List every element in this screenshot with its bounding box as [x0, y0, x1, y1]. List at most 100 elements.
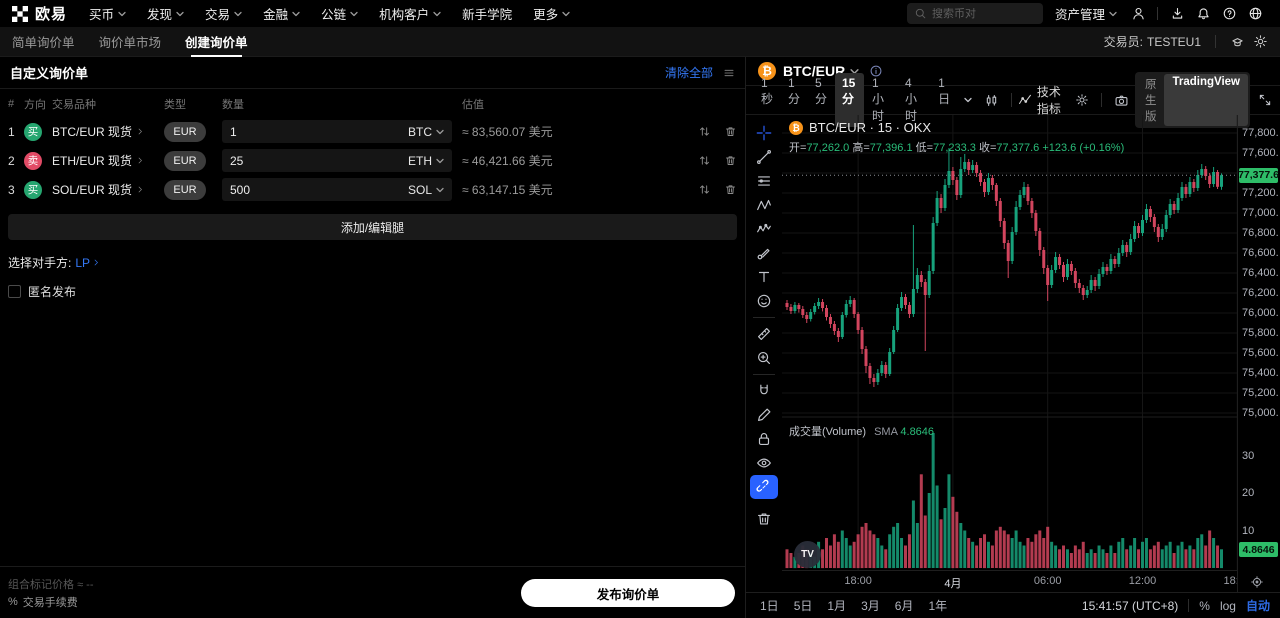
okx-logo[interactable]: 欧易: [12, 3, 67, 24]
counterparty-selector[interactable]: LP: [75, 256, 101, 270]
emoji-tool-icon[interactable]: [750, 289, 778, 313]
fib-lines-tool-icon[interactable]: [750, 169, 778, 193]
pair-selector[interactable]: BTC/EUR 现货: [52, 123, 164, 140]
range-3[interactable]: 3月: [861, 599, 880, 613]
unit-dropdown[interactable]: SOL: [408, 183, 444, 197]
type-pill[interactable]: EUR: [164, 121, 206, 142]
range-1[interactable]: 5日: [793, 599, 813, 613]
notification-bell-icon[interactable]: [1190, 6, 1216, 21]
nav-item-4[interactable]: 公链: [321, 4, 358, 23]
profile-icon[interactable]: [1125, 6, 1151, 21]
chevron-down-icon[interactable]: [850, 67, 859, 76]
amount-input-box[interactable]: BTC: [222, 120, 452, 143]
sync-link-tool-icon[interactable]: [750, 475, 778, 499]
info-icon[interactable]: [869, 64, 883, 78]
scroll-to-latest-icon[interactable]: [1250, 575, 1264, 589]
range-2[interactable]: 1月: [827, 599, 847, 613]
timeframe-0[interactable]: 1秒: [761, 76, 774, 106]
amount-input[interactable]: [230, 153, 408, 168]
brush-tool-icon[interactable]: [750, 241, 778, 265]
time-axis[interactable]: 18:00 4月 06:00 12:00 18:00: [782, 570, 1237, 592]
add-edit-legs-button[interactable]: 添加/编辑腿: [8, 214, 737, 240]
clock[interactable]: 15:41:57 (UTC+8): [1081, 598, 1179, 613]
remove-drawings-trash-icon[interactable]: [750, 507, 778, 531]
trendline-tool-icon[interactable]: [750, 145, 778, 169]
amount-input-box[interactable]: SOL: [222, 178, 452, 201]
unit-dropdown[interactable]: ETH: [408, 154, 444, 168]
search-field[interactable]: [931, 7, 1022, 20]
type-pill[interactable]: EUR: [164, 150, 206, 171]
swap-icon[interactable]: [698, 183, 711, 196]
range-4[interactable]: 6月: [894, 599, 914, 613]
candle-style-icon[interactable]: [984, 93, 999, 108]
chart-settings-gear-icon[interactable]: [1075, 93, 1089, 107]
fee-rate-icon[interactable]: [1230, 34, 1245, 49]
swap-icon[interactable]: [698, 125, 711, 138]
tab-2[interactable]: 创建询价单: [185, 27, 248, 57]
anonymous-checkbox[interactable]: [8, 285, 21, 298]
search-input[interactable]: [906, 3, 1043, 24]
chart-plot-area[interactable]: ₿ BTC/EUR · 15 · OKX 开=77,262.0 高=77,396…: [782, 115, 1237, 592]
price-axis[interactable]: 77,800.077,600.077,400.077,200.077,000.0…: [1237, 115, 1279, 592]
swap-icon[interactable]: [698, 154, 711, 167]
symbol-title[interactable]: BTC/EUR: [783, 63, 846, 79]
type-pill[interactable]: EUR: [164, 179, 206, 200]
lock-drawings-tool-icon[interactable]: [750, 427, 778, 451]
trader-name: TESTEU1: [1146, 34, 1201, 49]
range-0[interactable]: 1日: [760, 599, 779, 613]
tradingview-logo[interactable]: TV: [794, 541, 821, 568]
tradingview-tab[interactable]: TradingView: [1164, 74, 1248, 126]
chevron-down-icon[interactable]: [964, 96, 972, 104]
tab-0[interactable]: 简单询价单: [12, 36, 75, 50]
settings-gear-icon[interactable]: [1253, 34, 1268, 49]
amount-input[interactable]: [230, 124, 408, 139]
tab-1[interactable]: 询价单市场: [98, 36, 162, 50]
crosshair-tool-icon[interactable]: [750, 121, 778, 145]
unit-dropdown[interactable]: BTC: [408, 125, 444, 139]
indicators-button[interactable]: 技术指标: [1018, 83, 1069, 117]
timeframe-5[interactable]: 4小时: [905, 76, 918, 123]
log-scale-button[interactable]: log: [1219, 598, 1236, 613]
nav-item-3[interactable]: 金融: [263, 4, 300, 23]
snapshot-camera-icon[interactable]: [1114, 93, 1129, 108]
timeframe-4[interactable]: 1小时: [871, 76, 884, 123]
timeframe-1[interactable]: 1分: [788, 76, 801, 106]
pair-selector[interactable]: ETH/EUR 现货: [52, 152, 164, 169]
zoom-in-tool-icon[interactable]: [750, 346, 778, 370]
publish-quote-button[interactable]: 发布询价单: [521, 579, 735, 607]
nav-item-5[interactable]: 机构客户: [379, 4, 441, 23]
panel-menu-icon[interactable]: [723, 67, 735, 79]
timeframe-3[interactable]: 15分: [835, 73, 864, 127]
clear-all-link[interactable]: 清除全部: [664, 66, 713, 80]
nav-item-6[interactable]: 新手学院: [462, 8, 513, 22]
delete-leg-icon[interactable]: [724, 125, 737, 138]
nav-item-0[interactable]: 买币: [89, 4, 126, 23]
asset-management-menu[interactable]: 资产管理: [1055, 4, 1117, 23]
magnet-tool-icon[interactable]: [750, 379, 778, 403]
delete-leg-icon[interactable]: [724, 183, 737, 196]
ruler-tool-icon[interactable]: [750, 322, 778, 346]
price-axis-label: 75,600.0: [1242, 347, 1279, 359]
timeframe-6[interactable]: 1日: [938, 76, 951, 106]
pair-selector[interactable]: SOL/EUR 现货: [52, 181, 164, 198]
nav-item-2[interactable]: 交易: [205, 4, 242, 23]
text-tool-icon[interactable]: [750, 265, 778, 289]
nav-item-7[interactable]: 更多: [533, 4, 570, 23]
delete-leg-icon[interactable]: [724, 154, 737, 167]
expand-icon[interactable]: [1258, 93, 1272, 107]
edit-drawings-tool-icon[interactable]: [750, 403, 778, 427]
nav-item-1[interactable]: 发现: [147, 4, 184, 23]
language-globe-icon[interactable]: [1242, 6, 1268, 21]
elliott-wave-tool-icon[interactable]: [750, 217, 778, 241]
hide-drawings-eye-icon[interactable]: [750, 451, 778, 475]
auto-scale-button[interactable]: 自动: [1245, 599, 1270, 613]
amount-input-box[interactable]: ETH: [222, 149, 452, 172]
download-icon[interactable]: [1164, 6, 1190, 21]
range-5[interactable]: 1年: [928, 599, 948, 613]
help-icon[interactable]: [1216, 6, 1242, 21]
timeframe-2[interactable]: 5分: [815, 76, 828, 106]
native-version-tab[interactable]: 原生版: [1144, 79, 1157, 123]
xabcd-pattern-tool-icon[interactable]: [750, 193, 778, 217]
percent-scale-button[interactable]: %: [1199, 598, 1210, 613]
amount-input[interactable]: [230, 182, 408, 197]
